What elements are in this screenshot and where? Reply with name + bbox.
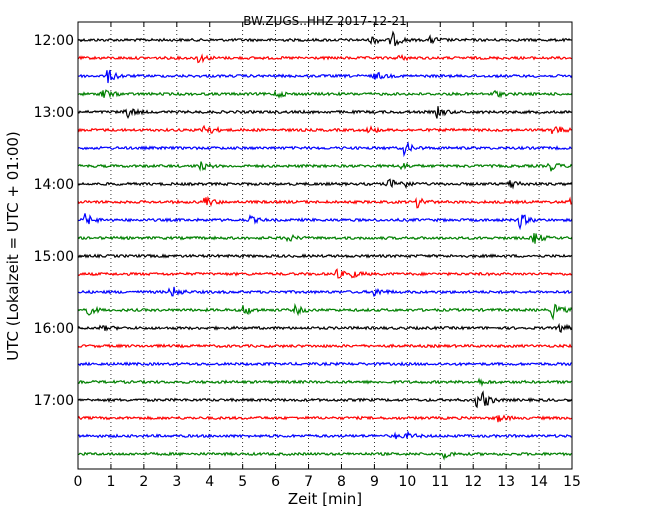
- x-tick-label: 13: [497, 474, 515, 490]
- trace-14:45: [77, 233, 573, 244]
- axis-ticks: 0 1 2 3 4 5 6 7 8 9 10 11 12 13 14 1512:0013:0014:0015:…: [34, 22, 581, 490]
- x-tick-label: 10: [398, 474, 416, 490]
- x-tick-label: 4: [205, 474, 214, 490]
- trace-12:00: [77, 30, 573, 47]
- chart-title: BW.ZUGS..HHZ 2017-12-21: [243, 14, 406, 28]
- x-tick-label: 11: [431, 474, 449, 490]
- x-tick-label: 6: [271, 474, 280, 490]
- trace-12:15: [77, 53, 573, 64]
- trace-12:45: [77, 89, 573, 99]
- x-tick-label: 0: [74, 474, 83, 490]
- y-tick-label: 12:00: [34, 33, 74, 49]
- trace-15:00: [77, 253, 573, 259]
- trace-16:00: [77, 322, 573, 333]
- x-tick-label: 14: [530, 474, 548, 490]
- trace-17:45: [77, 451, 573, 461]
- x-axis-label: Zeit [min]: [288, 490, 362, 508]
- x-tick-label: 8: [337, 474, 346, 490]
- y-tick-label: 14:00: [34, 177, 74, 193]
- trace-13:00: [77, 106, 573, 120]
- y-tick-label: 16:00: [34, 321, 74, 337]
- y-tick-label: 17:00: [34, 393, 74, 409]
- trace-13:45: [77, 161, 573, 172]
- trace-12:30: [77, 69, 573, 84]
- trace-16:15: [77, 343, 573, 349]
- trace-15:30: [77, 286, 573, 297]
- seismic-traces: [77, 30, 573, 461]
- x-tick-label: 1: [106, 474, 115, 490]
- x-tick-label: 12: [464, 474, 482, 490]
- trace-13:30: [77, 141, 572, 158]
- x-tick-label: 15: [563, 474, 581, 490]
- trace-16:45: [77, 377, 573, 387]
- trace-14:30: [77, 213, 573, 231]
- trace-17:00: [77, 390, 573, 409]
- y-axis-label: UTC (Lokalzeit = UTC + 01:00): [4, 131, 22, 361]
- trace-15:45: [77, 302, 573, 321]
- plot-frame: [77, 21, 573, 470]
- y-tick-label: 13:00: [34, 105, 74, 121]
- x-tick-label: 5: [238, 474, 247, 490]
- trace-16:30: [77, 361, 573, 367]
- trace-14:00: [77, 178, 573, 190]
- trace-15:15: [77, 268, 573, 279]
- trace-13:15: [77, 124, 573, 135]
- x-tick-label: 3: [172, 474, 181, 490]
- trace-17:30: [77, 430, 573, 440]
- y-tick-label: 15:00: [34, 249, 74, 265]
- x-tick-label: 7: [304, 474, 313, 490]
- x-tick-label: 2: [139, 474, 148, 490]
- trace-17:15: [77, 414, 573, 423]
- x-tick-label: 9: [370, 474, 379, 490]
- trace-14:15: [77, 195, 573, 209]
- grid-lines: [110, 22, 540, 469]
